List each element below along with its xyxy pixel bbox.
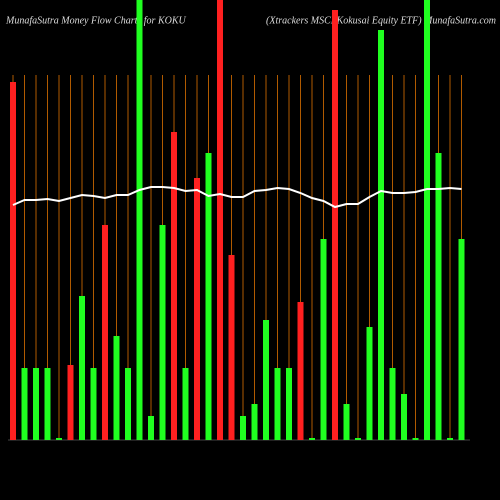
bar: [159, 225, 166, 440]
bar: [251, 404, 258, 440]
bar: [171, 132, 177, 440]
bar: [44, 368, 51, 440]
bar: [309, 438, 315, 440]
bar: [205, 153, 212, 440]
bar: [113, 336, 120, 440]
bar: [320, 239, 327, 440]
flow-line: [12, 186, 462, 209]
bar: [182, 368, 189, 440]
bar: [343, 404, 350, 440]
bar: [21, 368, 28, 440]
bar: [217, 0, 223, 440]
bar: [435, 153, 442, 440]
bar: [447, 438, 453, 440]
bar: [412, 438, 419, 440]
bar: [240, 416, 246, 440]
bar: [10, 82, 16, 440]
bar: [148, 416, 154, 440]
bar: [194, 178, 200, 440]
chart-subtitle: (Xtrackers MSCI Kokusai Equity ETF) Muna…: [266, 15, 496, 26]
bar: [228, 255, 235, 440]
bar: [401, 394, 407, 440]
bar: [458, 239, 465, 440]
bar: [332, 10, 338, 440]
bar: [355, 438, 361, 440]
bar: [125, 368, 131, 440]
bar: [286, 368, 292, 440]
bar: [366, 327, 373, 440]
bar: [378, 30, 384, 440]
bar: [389, 368, 396, 440]
bar: [424, 0, 430, 440]
bar: [274, 368, 281, 440]
bar: [79, 296, 85, 440]
bar: [263, 320, 269, 440]
bar: [297, 302, 304, 440]
bar: [56, 438, 62, 440]
bar: [33, 368, 39, 440]
bar: [136, 0, 143, 440]
bar: [67, 365, 74, 440]
chart-title: MunafaSutra Money Flow Charts for KOKU: [5, 15, 187, 26]
bar: [90, 368, 97, 440]
bar: [102, 225, 108, 440]
